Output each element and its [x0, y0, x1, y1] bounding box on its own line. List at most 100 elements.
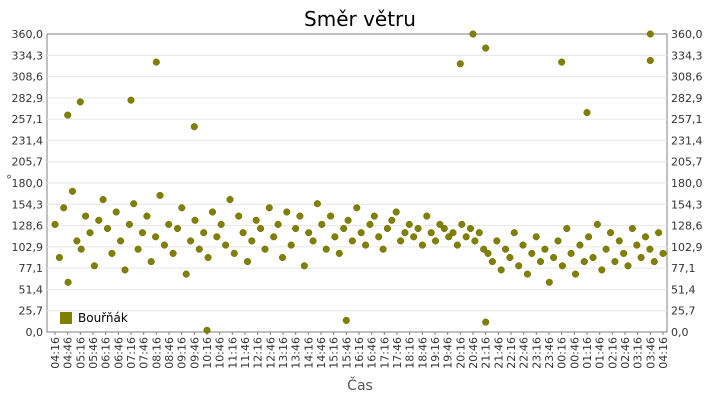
data-point [73, 237, 81, 245]
y-tick-label-right: 205,7 [671, 156, 703, 169]
x-tick-label: 18:46 [416, 337, 429, 369]
x-tick-label: 08:16 [150, 337, 163, 369]
data-point [270, 233, 278, 241]
data-point [108, 249, 116, 257]
data-point [589, 253, 597, 262]
data-point [646, 245, 654, 253]
data-point [637, 253, 645, 262]
data-point [501, 245, 510, 253]
data-point [261, 245, 269, 253]
data-point [405, 220, 413, 228]
x-tick-label: 10:46 [214, 337, 227, 369]
data-point [226, 196, 234, 204]
data-point [147, 258, 155, 266]
data-point [488, 258, 496, 266]
data-point [292, 224, 300, 233]
data-point [309, 237, 317, 245]
data-point [602, 245, 610, 253]
x-tick-label: 22:16 [505, 337, 518, 369]
data-point [257, 224, 265, 233]
x-tick-label: 03:46 [644, 337, 657, 369]
data-point [230, 249, 238, 257]
data-point [82, 212, 90, 220]
data-point [191, 216, 199, 224]
data-point [440, 224, 448, 233]
data-point [484, 249, 492, 257]
data-point [127, 96, 135, 104]
data-point [283, 208, 291, 216]
data-point [641, 233, 650, 241]
x-tick-label: 23:16 [530, 337, 543, 369]
data-point [182, 270, 190, 278]
y-tick-label: 360,0 [12, 28, 44, 41]
data-point [64, 111, 72, 119]
data-point [456, 60, 464, 68]
x-tick-label: 06:16 [100, 337, 113, 369]
data-point [427, 229, 435, 237]
data-point [449, 229, 457, 237]
data-point [248, 237, 256, 245]
data-point [392, 208, 400, 216]
x-tick-label: 22:46 [518, 337, 531, 369]
data-point [143, 212, 151, 220]
x-tick-label: 12:46 [264, 337, 277, 369]
data-point [370, 212, 378, 220]
data-point [331, 233, 339, 241]
data-point [152, 58, 160, 66]
data-point [134, 245, 142, 253]
x-tick-label: 21:16 [480, 337, 493, 369]
x-tick-label: 20:46 [467, 337, 480, 369]
data-point [252, 216, 260, 224]
data-point [112, 208, 120, 216]
data-point [95, 216, 103, 224]
data-point [235, 212, 243, 220]
y-tick-label: 25,7 [19, 305, 44, 318]
x-tick-label: 19:46 [442, 337, 455, 369]
y-tick-label: 231,4 [12, 134, 44, 147]
x-tick-label: 10:16 [201, 337, 214, 369]
data-point [576, 241, 584, 249]
y-tick-label-right: 25,7 [671, 305, 696, 318]
y-tick-label: 102,9 [12, 241, 44, 254]
data-point [327, 212, 335, 220]
x-tick-label: 17:46 [391, 337, 404, 369]
data-point [278, 253, 287, 262]
data-point [523, 270, 531, 278]
data-point [471, 237, 479, 245]
data-point [243, 258, 252, 266]
data-point [204, 253, 212, 262]
data-point [55, 253, 63, 262]
data-point [418, 241, 426, 249]
data-point [217, 220, 225, 228]
y-tick-label: 77,1 [19, 262, 44, 275]
y-tick-label-right: 128,6 [671, 220, 703, 233]
data-point [528, 249, 536, 257]
data-point [200, 229, 208, 237]
data-point [77, 245, 85, 253]
data-point [103, 224, 112, 233]
data-point [340, 224, 348, 233]
data-point [541, 245, 549, 253]
data-point [506, 253, 514, 262]
x-tick-label: 11:16 [226, 337, 239, 369]
data-point [583, 109, 591, 117]
data-point [313, 200, 321, 208]
data-point [431, 237, 440, 245]
data-point [121, 266, 129, 274]
data-point [68, 187, 77, 195]
data-point [366, 220, 374, 228]
data-point [203, 326, 211, 334]
data-point [125, 220, 133, 228]
data-point [152, 233, 160, 241]
y-tick-label-right: 282,9 [671, 92, 703, 105]
y-tick-label: 0,0 [26, 326, 44, 339]
data-point [169, 249, 177, 257]
x-tick-label: 04:16 [657, 337, 670, 369]
x-tick-label: 15:16 [328, 337, 341, 369]
y-tick-label-right: 0,0 [671, 326, 689, 339]
y-axis-left: 0,0 25,7 51,4 77,1 102,9 128,6 154,3 180,0 205,7… [12, 28, 44, 339]
x-tick-label: 14:46 [315, 337, 328, 369]
data-point [239, 229, 247, 237]
data-point [187, 237, 195, 245]
